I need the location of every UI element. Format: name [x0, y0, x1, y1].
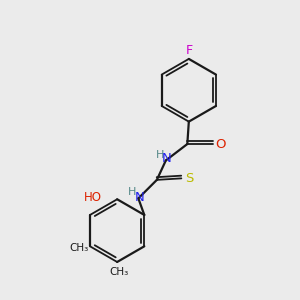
Text: N: N: [162, 152, 172, 166]
Text: H: H: [156, 150, 165, 160]
Text: N: N: [134, 191, 144, 204]
Text: F: F: [185, 44, 192, 57]
Text: HO: HO: [84, 191, 102, 204]
Text: H: H: [128, 187, 136, 197]
Text: CH₃: CH₃: [109, 266, 128, 277]
Text: O: O: [215, 137, 225, 151]
Text: CH₃: CH₃: [69, 243, 88, 253]
Text: S: S: [184, 172, 193, 185]
